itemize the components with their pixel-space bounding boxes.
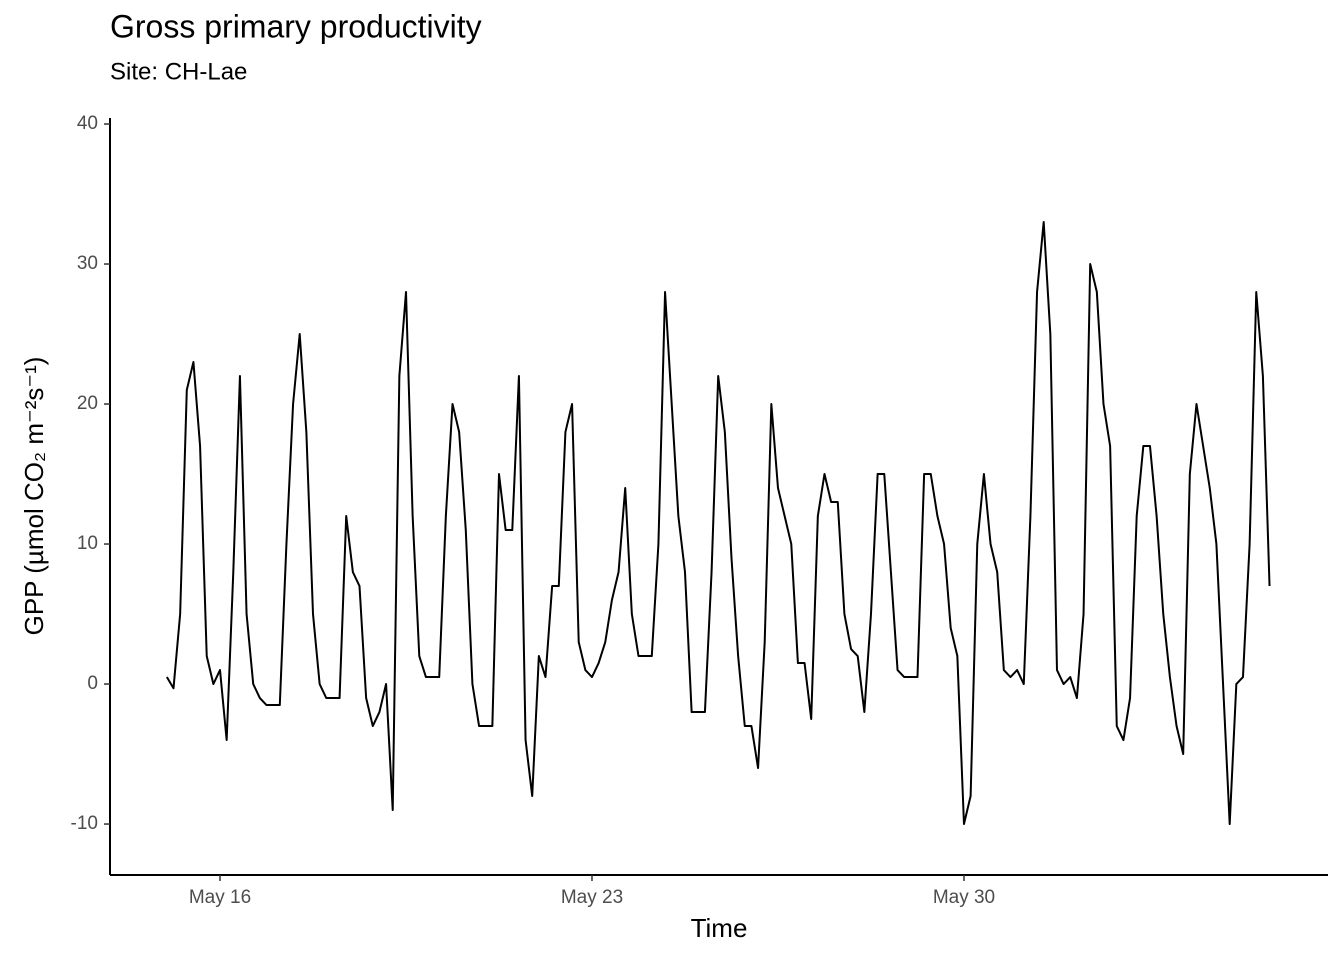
chart-subtitle: Site: CH-Lae <box>110 58 247 85</box>
y-tick-label: -10 <box>71 813 98 834</box>
y-tick-label: 40 <box>77 113 98 134</box>
x-tick-label: May 23 <box>561 887 623 908</box>
data-line <box>165 221 1271 826</box>
y-tick-label: 20 <box>77 393 98 414</box>
x-axis-title: Time <box>691 913 748 943</box>
x-tick-label: May 30 <box>933 887 995 908</box>
x-tick-label: May 16 <box>189 887 251 908</box>
chart-title: Gross primary productivity <box>110 8 482 44</box>
y-axis-title: GPP (µmol CO₂ m⁻²s⁻¹) <box>19 357 49 636</box>
y-tick-label: 10 <box>77 533 98 554</box>
y-tick-label: 30 <box>77 253 98 274</box>
y-tick-label: 0 <box>87 673 98 694</box>
